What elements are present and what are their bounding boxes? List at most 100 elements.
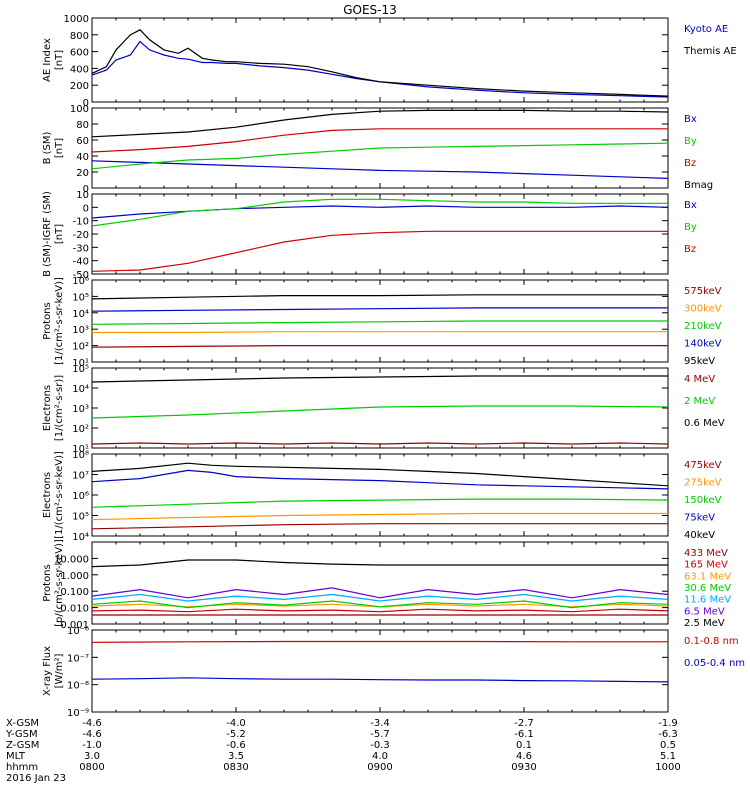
series-line-by [92, 142, 668, 170]
series-line-575kev [92, 345, 668, 348]
x-tick-value: 0830 [223, 762, 248, 773]
legend-label: Bx [684, 114, 697, 125]
y-tick-label: 60 [76, 136, 89, 147]
y-axis-label: B (SM)-IGRF (SM) [42, 191, 53, 277]
x-row-label: 2016 Jan 23 [6, 773, 66, 784]
y-tick-label: 40 [76, 152, 89, 163]
panel-electrons1: 10¹ 10² 10³ 10⁴ 10⁵ Electrons [1/(cm²-s-sr)] 4 … [42, 364, 725, 455]
y-tick-label: 10.000 [54, 554, 89, 565]
x-tick-value: -6.1 [514, 729, 534, 740]
x-tick-value: -4.6 [82, 729, 102, 740]
y-tick-label: 10⁴ [72, 384, 89, 395]
y-tick-label: 1.000 [60, 571, 89, 582]
panel-protons1: 10¹ 10² 10³ 10⁴ 10⁵ 10⁶ Protons [1/(cm²-s-sr-ke… [42, 276, 722, 369]
y-tick-label: 600 [70, 48, 89, 59]
x-tick-value: -0.3 [370, 740, 390, 751]
legend-label: 2.5 MeV [684, 618, 725, 629]
legend-label: Bz [684, 158, 696, 169]
x-row-label: MLT [6, 751, 26, 762]
legend-label: 300keV [684, 304, 722, 315]
series-line-300kev [92, 331, 668, 334]
panel-xray: 10⁻⁹ 10⁻⁸ 10⁻⁷ 10⁻⁶ X-ray Flux [W/m²] 0.1-0.8 … [42, 626, 745, 719]
y-axis-label: Protons [42, 302, 53, 339]
x-tick-value: -5.2 [226, 729, 246, 740]
series-line-11-6-mev [92, 593, 668, 602]
legend-label: Bx [684, 200, 697, 211]
y-axis-label: X-ray Flux [42, 646, 53, 696]
series-line-475kev [92, 523, 668, 530]
y-tick-label: 10⁵ [72, 292, 89, 303]
x-row-label: Y-GSM [5, 729, 38, 740]
y-tick-label: 10⁷ [72, 471, 89, 482]
x-tick-value: 0900 [367, 762, 392, 773]
series-line-by [92, 198, 668, 227]
y-tick-label: -10 [73, 217, 89, 228]
y-tick-label: 10⁻⁶ [67, 626, 89, 637]
x-tick-value: -3.4 [370, 718, 390, 729]
y-tick-label: 10¹ [72, 444, 89, 455]
y-tick-label: 200 [70, 81, 89, 92]
y-tick-label: 10⁸ [72, 450, 89, 461]
x-tick-value: 3.5 [228, 751, 244, 762]
y-tick-label: 0.001 [60, 620, 89, 631]
y-axis-label: Electrons [42, 385, 53, 431]
legend-label: 0.6 MeV [684, 418, 725, 429]
legend-label: 63.1 MeV [684, 571, 731, 582]
y-axis-unit: [1/(cm²-s-sr-keV)] [54, 451, 65, 539]
y-axis-unit: [nT] [54, 138, 65, 158]
legend-label: Bz [684, 244, 696, 255]
series-line-0-1-0-8-nm [92, 640, 668, 643]
legend-label: 575keV [684, 286, 722, 297]
y-tick-label: 10² [72, 342, 89, 353]
series-line-bx [92, 160, 668, 179]
y-axis-unit: [1/(cm²-s-sr)] [54, 375, 65, 441]
series-line-2-mev [92, 405, 668, 419]
y-tick-label: -40 [73, 257, 89, 268]
x-row-label: X-GSM [6, 718, 39, 729]
x-tick-value: -2.7 [514, 718, 534, 729]
series-line-themis-ae [92, 29, 668, 97]
panel-bsm: 0 20 40 60 80 100 B (SM) [nT] Bx By Bz Bmag [42, 104, 713, 195]
y-tick-label: 10⁶ [72, 491, 89, 502]
y-tick-label: 0.010 [60, 604, 89, 615]
legend-label: By [684, 136, 697, 147]
legend-label: By [684, 222, 697, 233]
x-tick-value: 4.6 [516, 751, 532, 762]
series-line-140kev [92, 307, 668, 312]
y-axis-unit: [nT] [54, 224, 65, 244]
y-tick-label: 10³ [72, 404, 89, 415]
series-line-bmag [92, 109, 668, 138]
panel-frame [91, 193, 669, 275]
y-tick-label: 10² [72, 424, 89, 435]
y-tick-label: 10⁻⁸ [67, 681, 89, 692]
x-tick-value: 5.1 [660, 751, 676, 762]
legend-label: 11.6 MeV [684, 595, 731, 606]
x-row-label: Z-GSM [6, 740, 39, 751]
legend-label: 165 MeV [684, 560, 728, 571]
y-tick-label: 0 [83, 184, 89, 195]
legend-label: 0.05-0.4 nm [684, 658, 745, 669]
y-tick-label: 100 [70, 104, 89, 115]
y-axis-label: Electrons [42, 472, 53, 518]
y-tick-label: 10⁵ [72, 512, 89, 523]
legend-label: 4 MeV [684, 374, 715, 385]
y-tick-label: -50 [73, 270, 89, 281]
panel-bigrf: -50 -40 -30 -20 -10 0 10 B (SM)-IGRF (SM) [nT] Bx… [42, 190, 697, 281]
y-axis-label: AE Index [42, 38, 53, 82]
x-tick-value: 0.1 [516, 740, 532, 751]
series-line-6-5-mev [92, 587, 668, 599]
series-line-275kev [92, 512, 668, 521]
x-tick-value: 0.5 [660, 740, 676, 751]
panel-electrons2: 10⁴ 10⁵ 10⁶ 10⁷ 10⁸ Electrons [1/(cm²-s-sr-keV… [42, 450, 722, 543]
y-tick-label: 10⁶ [72, 276, 89, 287]
y-tick-label: 0.100 [60, 587, 89, 598]
y-tick-label: 400 [70, 64, 89, 75]
y-axis-unit: [p/(cm²-s-sr-keV)] [54, 539, 65, 627]
series-line-bz [92, 230, 668, 272]
y-axis-label: B (SM) [42, 131, 53, 164]
legend-label: 6.5 MeV [684, 606, 725, 617]
series-line-95kev [92, 294, 668, 300]
legend-label: 40keV [684, 530, 715, 541]
y-tick-label: 10¹ [72, 358, 89, 369]
panel-ae: 0 200 400 600 800 1000 AE Index [nT] Kyoto AE The… [42, 14, 737, 109]
